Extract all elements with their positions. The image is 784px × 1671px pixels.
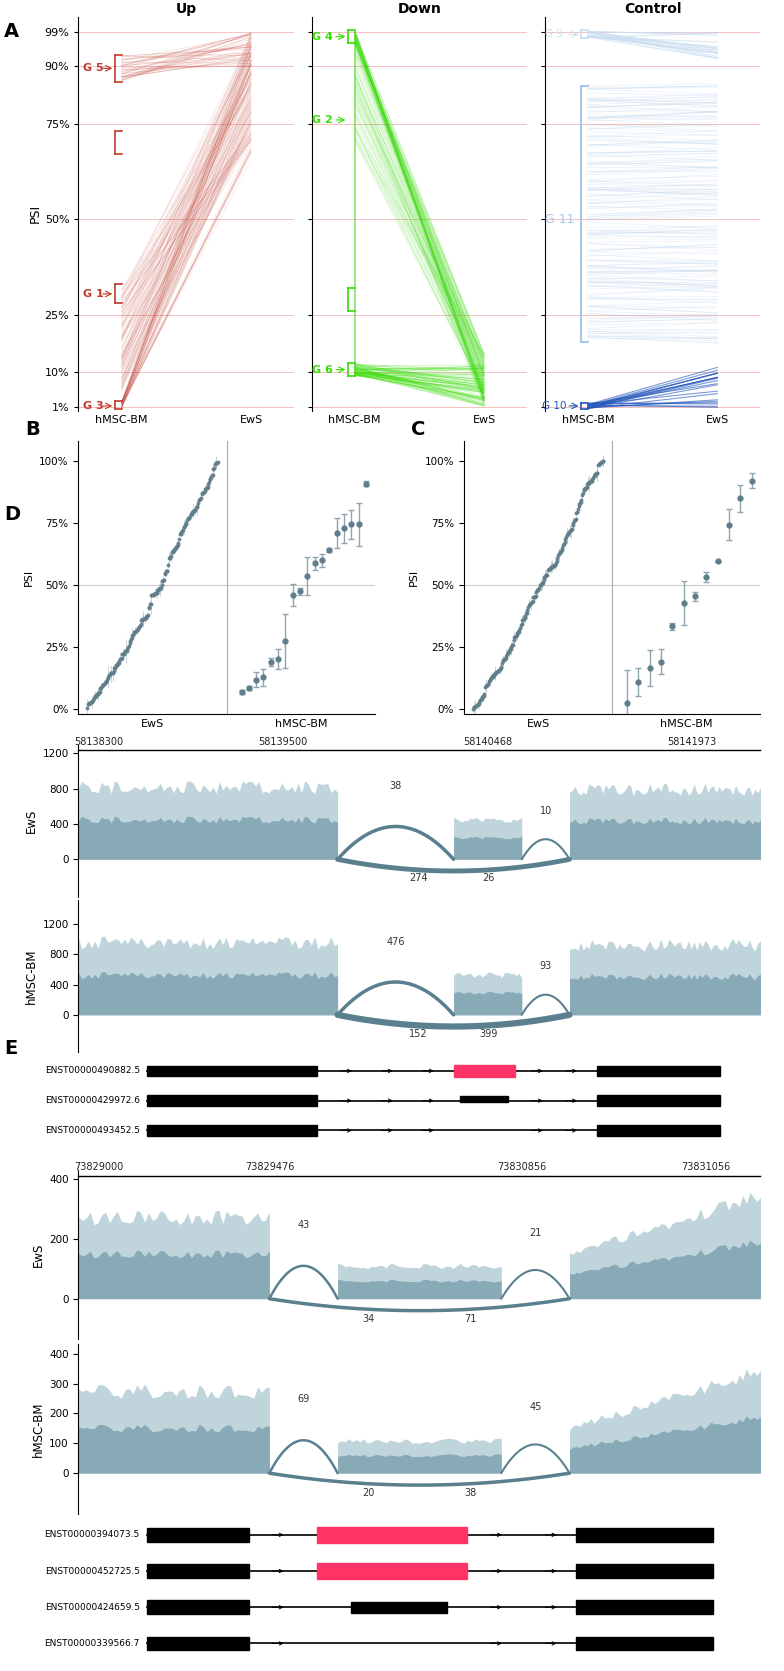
- Text: G 3: G 3: [83, 401, 103, 411]
- Bar: [576, 1527, 713, 1542]
- Text: G 6: G 6: [311, 364, 332, 374]
- Text: B: B: [25, 419, 40, 438]
- Text: E: E: [4, 1039, 17, 1058]
- Text: A: A: [4, 22, 19, 40]
- Text: ENST00000490882.5: ENST00000490882.5: [45, 1066, 140, 1076]
- Text: ENST00000429972.6: ENST00000429972.6: [45, 1096, 140, 1105]
- Text: G 2: G 2: [311, 115, 332, 125]
- Bar: [147, 1601, 249, 1614]
- Bar: [147, 1066, 317, 1076]
- Text: 58138300: 58138300: [74, 737, 123, 747]
- Text: G 1: G 1: [83, 289, 103, 299]
- Y-axis label: hMSC-BM: hMSC-BM: [25, 949, 38, 1004]
- Title: Up: Up: [176, 2, 197, 15]
- Text: 58140468: 58140468: [463, 737, 512, 747]
- Text: 73830856: 73830856: [497, 1161, 546, 1171]
- Y-axis label: PSI: PSI: [409, 570, 419, 587]
- Text: 10: 10: [539, 805, 552, 815]
- Text: 43: 43: [297, 1220, 310, 1230]
- Bar: [317, 1562, 467, 1579]
- Text: G 5: G 5: [83, 63, 103, 74]
- Bar: [576, 1564, 713, 1577]
- Text: 73831056: 73831056: [681, 1161, 731, 1171]
- Bar: [147, 1527, 249, 1542]
- Text: 152: 152: [409, 1029, 428, 1039]
- Bar: [147, 1564, 249, 1577]
- Text: 71: 71: [464, 1313, 477, 1323]
- Text: 34: 34: [362, 1313, 375, 1323]
- Text: ENST00000424659.5: ENST00000424659.5: [45, 1602, 140, 1613]
- Title: Down: Down: [397, 2, 441, 15]
- Text: ENST00000452725.5: ENST00000452725.5: [45, 1566, 140, 1576]
- Text: 73829476: 73829476: [245, 1161, 294, 1171]
- Text: 476: 476: [387, 936, 405, 946]
- Text: C: C: [411, 419, 425, 438]
- Bar: [597, 1095, 720, 1106]
- Text: 58141973: 58141973: [668, 737, 717, 747]
- Bar: [597, 1066, 720, 1076]
- Bar: [576, 1636, 713, 1651]
- Text: G 10: G 10: [543, 401, 567, 411]
- Text: 26: 26: [482, 872, 495, 882]
- Text: ENST00000493452.5: ENST00000493452.5: [45, 1126, 140, 1135]
- Y-axis label: EwS: EwS: [25, 809, 38, 832]
- Text: 73829000: 73829000: [74, 1161, 124, 1171]
- Text: 38: 38: [390, 780, 401, 790]
- Bar: [460, 1096, 508, 1103]
- Y-axis label: PSI: PSI: [24, 570, 34, 587]
- Text: ENST00000394073.5: ENST00000394073.5: [45, 1531, 140, 1539]
- Text: 45: 45: [529, 1402, 542, 1412]
- Bar: [351, 1602, 447, 1613]
- Text: D: D: [4, 505, 20, 523]
- Bar: [576, 1601, 713, 1614]
- Y-axis label: EwS: EwS: [32, 1242, 45, 1267]
- Bar: [454, 1064, 515, 1078]
- Text: G 9: G 9: [545, 30, 563, 40]
- Y-axis label: hMSC-BM: hMSC-BM: [32, 1402, 45, 1457]
- Y-axis label: PSI: PSI: [29, 204, 42, 224]
- Bar: [597, 1125, 720, 1136]
- Text: 21: 21: [529, 1228, 542, 1238]
- Text: 69: 69: [297, 1394, 310, 1404]
- Text: 58139500: 58139500: [259, 737, 307, 747]
- Bar: [147, 1636, 249, 1651]
- Bar: [147, 1125, 317, 1136]
- Text: 20: 20: [362, 1489, 375, 1499]
- Text: 399: 399: [479, 1029, 498, 1039]
- Bar: [147, 1095, 317, 1106]
- Bar: [317, 1527, 467, 1542]
- Text: G 4: G 4: [311, 32, 332, 42]
- Text: 274: 274: [409, 872, 428, 882]
- Text: 93: 93: [539, 961, 552, 971]
- Text: 38: 38: [464, 1489, 477, 1499]
- Text: G 11: G 11: [545, 212, 574, 226]
- Text: ENST00000339566.7: ENST00000339566.7: [45, 1639, 140, 1648]
- Title: Control: Control: [624, 2, 681, 15]
